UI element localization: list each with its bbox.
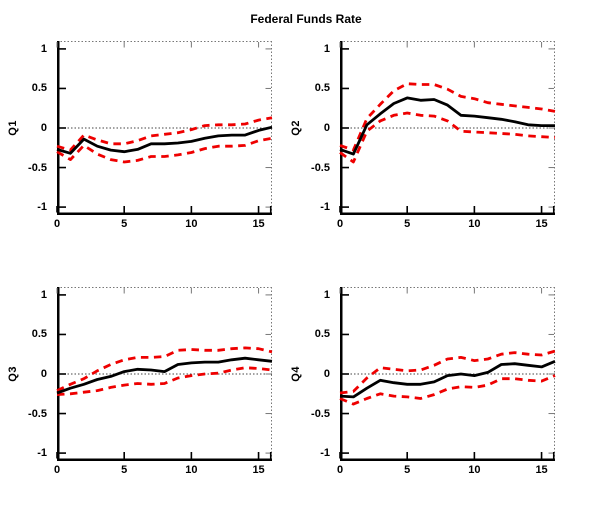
x-tick-label: 0 [336,464,344,476]
y-tick-label: -1 [37,447,47,460]
y-tick-label: -0.5 [28,161,47,174]
x-tick-label: 5 [121,464,128,476]
y-tick-label: 0.5 [31,328,47,341]
upper-band-line [339,349,556,395]
lower-band-line [56,136,273,164]
subplot-q1: Q1 1 0.5 0 -0.5 -1 0 5 10 15 [7,41,273,230]
y-tick-label: 0 [40,368,47,380]
figure-title: Federal Funds Rate [250,12,362,26]
plot-area-q4 [339,287,556,461]
upper-band-line [339,82,556,152]
subplot-q4: Q4 1 0.5 0 -0.5 -1 0 5 10 15 [290,287,556,476]
x-tick-label: 5 [404,464,411,476]
y-tick-label: 1 [323,288,330,301]
x-tick-label: 15 [252,218,265,230]
x-tick-label: 5 [404,218,411,230]
y-tick-labels-q3: 1 0.5 0 -0.5 -1 [13,287,51,461]
upper-band-line [56,116,273,152]
median-line [339,96,555,156]
y-tick-label: -0.5 [28,407,47,420]
x-tick-label: 15 [535,218,548,230]
y-tick-label: 0 [323,368,330,380]
y-tick-label: 0.5 [314,328,330,341]
x-tick-label: 5 [121,218,128,230]
lower-band-line [339,374,556,406]
x-tick-label: 10 [185,464,198,476]
y-tick-label: 1 [40,288,47,301]
y-tick-label: 1 [323,42,330,55]
subplot-q3: Q3 1 0.5 0 -0.5 -1 0 5 10 15 [7,287,273,476]
y-tick-label: 0 [40,122,47,134]
x-tick-label: 0 [53,218,61,230]
y-tick-labels-q4: 1 0.5 0 -0.5 -1 [296,287,334,461]
plot-area-q2 [339,41,556,215]
y-tick-label: 0.5 [314,82,330,95]
y-tick-label: 0.5 [31,82,47,95]
x-tick-label: 15 [535,464,548,476]
y-tick-label: 0 [323,122,330,134]
median-line [56,125,273,155]
y-tick-label: -1 [320,201,330,214]
x-tick-label: 10 [185,218,198,230]
lower-band-line [56,366,273,396]
subplot-q2: Q2 1 0.5 0 -0.5 -1 0 5 10 15 [290,41,556,230]
x-tick-label: 10 [468,218,481,230]
plot-area-q3 [56,287,273,461]
y-tick-label: -0.5 [311,407,330,420]
median-line [56,356,273,395]
x-tick-labels-q2: 0 5 10 15 [336,215,555,233]
median-line [339,360,556,399]
y-tick-label: 1 [40,42,47,55]
x-tick-label: 0 [53,464,61,476]
y-tick-label: -1 [320,447,330,460]
x-tick-label: 0 [336,218,344,230]
x-tick-labels-q4: 0 5 10 15 [336,461,555,479]
x-tick-label: 15 [252,464,265,476]
y-tick-labels-q2: 1 0.5 0 -0.5 -1 [296,41,334,215]
plot-area-q1 [56,41,273,215]
x-tick-labels-q1: 0 5 10 15 [53,215,272,233]
x-tick-labels-q3: 0 5 10 15 [53,461,272,479]
y-tick-label: -1 [37,201,47,214]
y-tick-label: -0.5 [311,161,330,174]
y-tick-labels-q1: 1 0.5 0 -0.5 -1 [13,41,51,215]
x-tick-label: 10 [468,464,481,476]
lower-band-line [339,111,556,164]
upper-band-line [56,346,273,392]
